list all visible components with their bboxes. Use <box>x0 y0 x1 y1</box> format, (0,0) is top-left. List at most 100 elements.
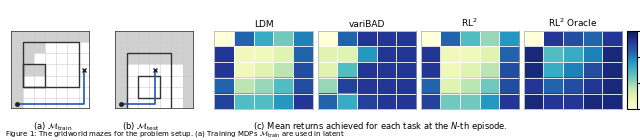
Bar <box>56 87 67 98</box>
Bar <box>79 87 90 98</box>
Bar <box>115 87 127 98</box>
Bar <box>160 31 172 42</box>
Bar <box>127 53 138 64</box>
Bar <box>127 64 138 76</box>
Bar <box>138 98 149 109</box>
Bar <box>45 42 56 53</box>
Bar <box>115 98 127 109</box>
Bar <box>182 87 194 98</box>
Bar <box>12 64 22 76</box>
Bar <box>45 53 56 64</box>
Bar <box>149 98 160 109</box>
Bar <box>172 76 182 87</box>
Bar <box>34 42 45 53</box>
Text: Figure 1: The gridworld mazes for the problem setup. (a) Training MDPs $\mathcal: Figure 1: The gridworld mazes for the pr… <box>5 128 345 139</box>
Bar <box>127 76 138 87</box>
Bar <box>22 87 34 98</box>
Bar <box>79 31 90 42</box>
Bar <box>115 76 127 87</box>
Bar <box>45 87 56 98</box>
Bar <box>127 31 138 42</box>
Title: LDM: LDM <box>253 20 273 29</box>
Bar <box>67 64 79 76</box>
Bar <box>138 76 160 98</box>
Bar <box>34 31 45 42</box>
Bar <box>138 53 149 64</box>
Title: RL$^2$: RL$^2$ <box>461 17 478 29</box>
Bar <box>79 98 90 109</box>
Bar <box>56 76 67 87</box>
Bar <box>45 31 56 42</box>
Bar <box>67 53 79 64</box>
Bar <box>34 76 45 87</box>
Bar <box>182 64 194 76</box>
Bar <box>22 53 34 64</box>
Bar <box>149 31 160 42</box>
Bar <box>56 53 67 64</box>
Bar <box>160 87 172 98</box>
Bar <box>79 76 90 87</box>
Title: RL$^2$ Oracle: RL$^2$ Oracle <box>548 17 598 29</box>
Bar <box>22 98 34 109</box>
Bar <box>115 31 127 42</box>
Bar <box>127 42 138 53</box>
Bar <box>115 42 127 53</box>
Bar <box>34 98 45 109</box>
Bar <box>160 76 172 87</box>
Bar <box>67 87 79 98</box>
Bar <box>56 42 67 53</box>
Bar <box>172 64 182 76</box>
Bar <box>172 87 182 98</box>
Bar <box>149 42 160 53</box>
Bar <box>127 98 138 109</box>
Bar <box>138 42 149 53</box>
Bar <box>79 42 90 53</box>
Bar <box>22 42 79 87</box>
Bar <box>160 98 172 109</box>
Bar <box>22 31 34 42</box>
Bar <box>22 42 34 53</box>
Bar <box>182 98 194 109</box>
Bar <box>160 64 172 76</box>
Bar <box>182 42 194 53</box>
Bar <box>149 76 160 87</box>
Bar <box>79 53 90 64</box>
Bar <box>12 31 22 42</box>
Bar <box>160 42 172 53</box>
Bar <box>67 76 79 87</box>
Bar <box>12 76 22 87</box>
Bar <box>160 53 172 64</box>
Bar <box>172 31 182 42</box>
Bar <box>34 87 45 98</box>
Bar <box>172 98 182 109</box>
Bar <box>34 64 45 76</box>
Text: (c) Mean returns achieved for each task at the $N$-th episode.: (c) Mean returns achieved for each task … <box>253 120 508 133</box>
Bar <box>45 64 56 76</box>
Bar <box>149 53 160 64</box>
Bar <box>115 53 127 64</box>
Title: variBAD: variBAD <box>349 20 385 29</box>
Bar <box>22 76 34 87</box>
Bar <box>22 64 45 87</box>
Bar <box>138 76 149 87</box>
Bar <box>67 42 79 53</box>
Text: (b) $\mathcal{M}_{\mathrm{test}}$: (b) $\mathcal{M}_{\mathrm{test}}$ <box>122 120 159 133</box>
Bar <box>45 98 56 109</box>
Bar <box>127 53 172 109</box>
Bar <box>182 31 194 42</box>
Bar <box>34 53 45 64</box>
Bar <box>79 64 90 76</box>
Bar <box>12 53 22 64</box>
Bar <box>172 53 182 64</box>
Bar <box>115 64 127 76</box>
Bar <box>45 76 56 87</box>
Bar <box>56 31 67 42</box>
Bar <box>22 64 34 76</box>
Bar <box>138 64 149 76</box>
Bar <box>138 87 149 98</box>
Bar <box>56 98 67 109</box>
Bar <box>138 31 149 42</box>
Bar <box>56 64 67 76</box>
Bar <box>67 98 79 109</box>
Bar <box>182 76 194 87</box>
